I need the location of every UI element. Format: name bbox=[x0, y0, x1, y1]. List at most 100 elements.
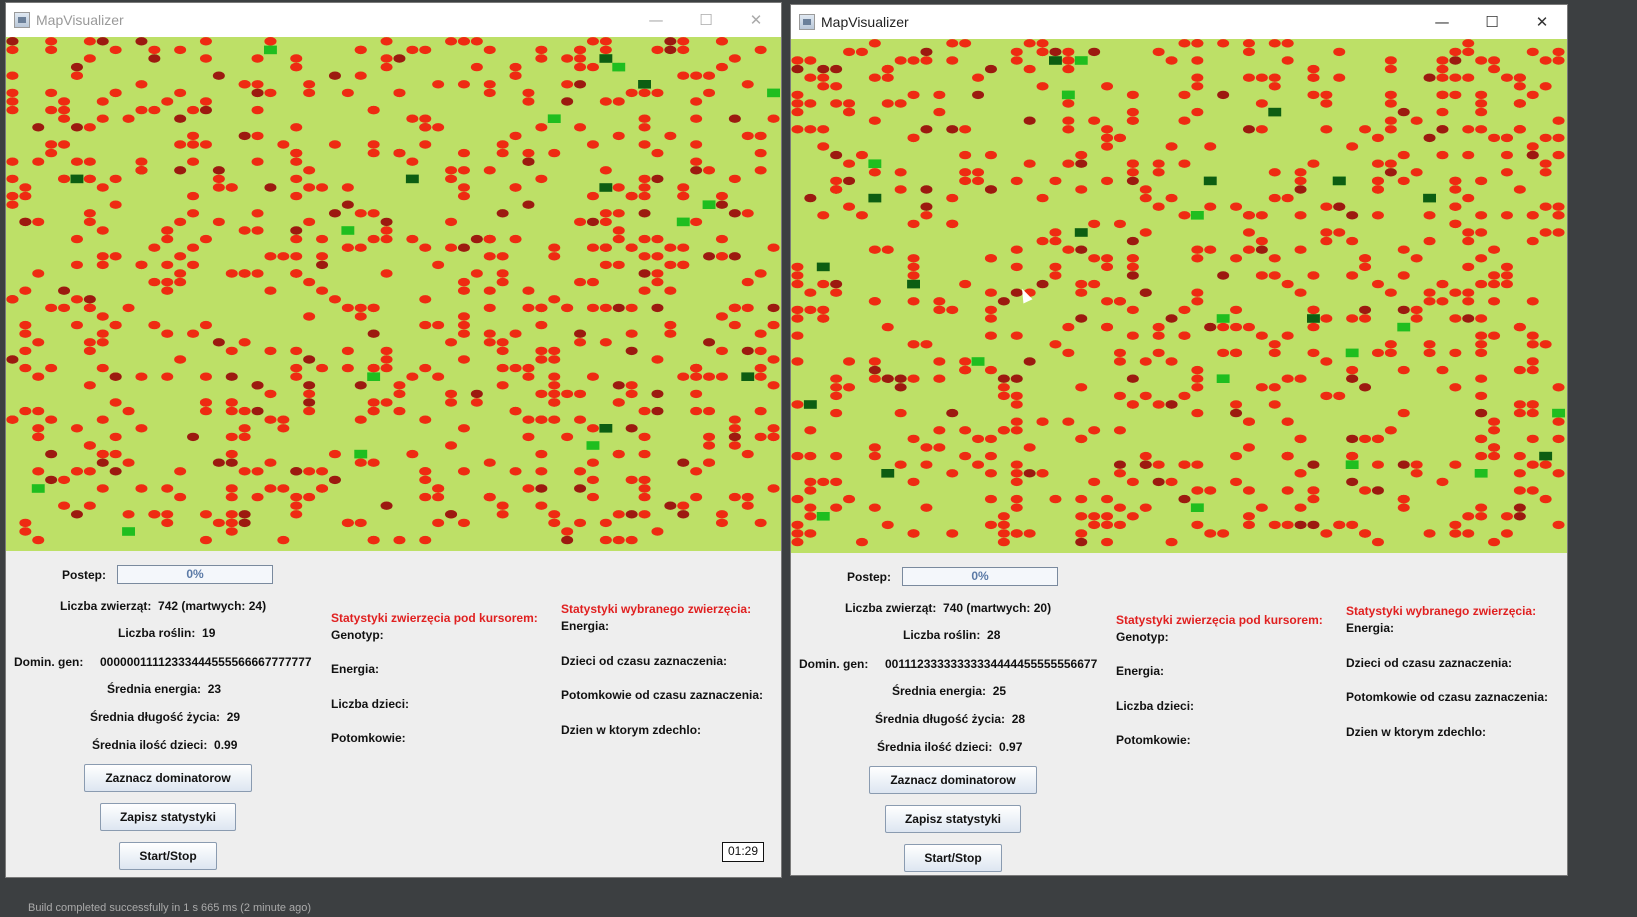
animal-marker[interactable] bbox=[997, 297, 1010, 306]
animal-marker[interactable] bbox=[843, 383, 856, 392]
animal-marker[interactable] bbox=[703, 71, 716, 80]
animal-marker[interactable] bbox=[1178, 494, 1191, 504]
animal-marker[interactable] bbox=[161, 277, 174, 287]
animal-marker[interactable] bbox=[548, 243, 561, 252]
animal-marker[interactable] bbox=[1126, 90, 1139, 100]
animal-marker[interactable] bbox=[1526, 297, 1539, 306]
animal-marker[interactable] bbox=[535, 501, 548, 510]
animal-marker[interactable] bbox=[1126, 236, 1139, 246]
animal-marker[interactable] bbox=[393, 88, 406, 98]
animal-marker[interactable] bbox=[1371, 159, 1384, 168]
animal-marker[interactable] bbox=[651, 406, 664, 416]
animal-marker[interactable] bbox=[959, 150, 972, 160]
animal-marker[interactable] bbox=[1242, 125, 1255, 134]
animal-marker[interactable] bbox=[1539, 202, 1552, 211]
animal-marker[interactable] bbox=[1359, 262, 1372, 272]
animal-marker[interactable] bbox=[419, 467, 432, 476]
animal-marker[interactable] bbox=[58, 475, 71, 485]
animal-marker[interactable] bbox=[638, 269, 651, 278]
animal-marker[interactable] bbox=[1255, 331, 1268, 340]
animal-marker[interactable] bbox=[651, 303, 664, 313]
animal-marker[interactable] bbox=[599, 209, 612, 218]
animal-marker[interactable] bbox=[574, 62, 587, 72]
animal-marker[interactable] bbox=[187, 105, 200, 115]
animal-marker[interactable] bbox=[1371, 211, 1384, 220]
animal-marker[interactable] bbox=[920, 202, 933, 211]
animal-marker[interactable] bbox=[638, 183, 651, 192]
animal-marker[interactable] bbox=[791, 537, 804, 547]
animal-marker[interactable] bbox=[6, 415, 19, 424]
animal-marker[interactable] bbox=[1513, 82, 1526, 91]
animal-marker[interactable] bbox=[32, 432, 45, 442]
animal-marker[interactable] bbox=[328, 295, 341, 304]
animal-marker[interactable] bbox=[728, 424, 741, 433]
animal-marker[interactable] bbox=[483, 338, 496, 347]
animal-marker[interactable] bbox=[1384, 168, 1397, 177]
animal-marker[interactable] bbox=[341, 200, 354, 209]
animal-marker[interactable] bbox=[1010, 426, 1023, 435]
animal-marker[interactable] bbox=[920, 340, 933, 349]
animal-marker[interactable] bbox=[1023, 159, 1036, 168]
animal-marker[interactable] bbox=[817, 314, 830, 323]
animal-marker[interactable] bbox=[1126, 477, 1139, 487]
animal-marker[interactable] bbox=[483, 88, 496, 98]
animal-marker[interactable] bbox=[1113, 469, 1126, 478]
animal-marker[interactable] bbox=[470, 62, 483, 72]
animal-marker[interactable] bbox=[1475, 374, 1488, 383]
animal-marker[interactable] bbox=[45, 449, 58, 459]
animal-marker[interactable] bbox=[1500, 512, 1513, 521]
animal-marker[interactable] bbox=[1307, 73, 1320, 82]
animal-marker[interactable] bbox=[1462, 297, 1475, 306]
animal-marker[interactable] bbox=[432, 80, 445, 89]
animal-marker[interactable] bbox=[1113, 348, 1126, 358]
animal-marker[interactable] bbox=[907, 219, 920, 229]
animal-marker[interactable] bbox=[715, 234, 728, 244]
animal-marker[interactable] bbox=[1191, 82, 1204, 91]
animal-marker[interactable] bbox=[664, 260, 677, 270]
animal-marker[interactable] bbox=[109, 449, 122, 459]
animal-marker[interactable] bbox=[6, 157, 19, 166]
animal-marker[interactable] bbox=[1023, 357, 1036, 366]
animal-marker[interactable] bbox=[1475, 512, 1488, 521]
animal-marker[interactable] bbox=[45, 475, 58, 485]
animal-marker[interactable] bbox=[574, 329, 587, 338]
animal-marker[interactable] bbox=[1242, 211, 1255, 220]
animal-marker[interactable] bbox=[328, 209, 341, 218]
animal-marker[interactable] bbox=[264, 88, 277, 98]
animal-marker[interactable] bbox=[1217, 529, 1230, 538]
animal-marker[interactable] bbox=[868, 168, 881, 177]
animal-marker[interactable] bbox=[96, 312, 109, 321]
animal-marker[interactable] bbox=[1191, 73, 1204, 82]
animal-marker[interactable] bbox=[1346, 374, 1359, 383]
animal-marker[interactable] bbox=[804, 193, 817, 203]
animal-marker[interactable] bbox=[548, 398, 561, 407]
animal-marker[interactable] bbox=[1436, 279, 1449, 289]
animal-marker[interactable] bbox=[638, 286, 651, 295]
animal-marker[interactable] bbox=[1539, 168, 1552, 177]
animal-marker[interactable] bbox=[303, 277, 316, 287]
animal-marker[interactable] bbox=[45, 105, 58, 115]
animal-marker[interactable] bbox=[225, 372, 238, 381]
animal-marker[interactable] bbox=[830, 279, 843, 289]
animal-marker[interactable] bbox=[354, 458, 367, 467]
animal-marker[interactable] bbox=[984, 434, 997, 444]
animal-marker[interactable] bbox=[1294, 168, 1307, 177]
animal-marker[interactable] bbox=[19, 527, 32, 536]
animal-marker[interactable] bbox=[830, 150, 843, 160]
animal-marker[interactable] bbox=[1036, 39, 1049, 48]
animal-marker[interactable] bbox=[651, 252, 664, 261]
animal-marker[interactable] bbox=[1307, 305, 1320, 315]
animal-marker[interactable] bbox=[1281, 56, 1294, 65]
animal-marker[interactable] bbox=[843, 47, 856, 57]
animal-marker[interactable] bbox=[1552, 56, 1565, 65]
animal-marker[interactable] bbox=[354, 415, 367, 424]
animal-marker[interactable] bbox=[19, 363, 32, 373]
animal-marker[interactable] bbox=[1178, 39, 1191, 48]
animal-marker[interactable] bbox=[625, 191, 638, 201]
animal-marker[interactable] bbox=[187, 329, 200, 338]
animal-marker[interactable] bbox=[96, 449, 109, 459]
animal-marker[interactable] bbox=[316, 286, 329, 295]
animal-marker[interactable] bbox=[728, 54, 741, 63]
animal-marker[interactable] bbox=[920, 56, 933, 65]
animal-marker[interactable] bbox=[1049, 228, 1062, 237]
